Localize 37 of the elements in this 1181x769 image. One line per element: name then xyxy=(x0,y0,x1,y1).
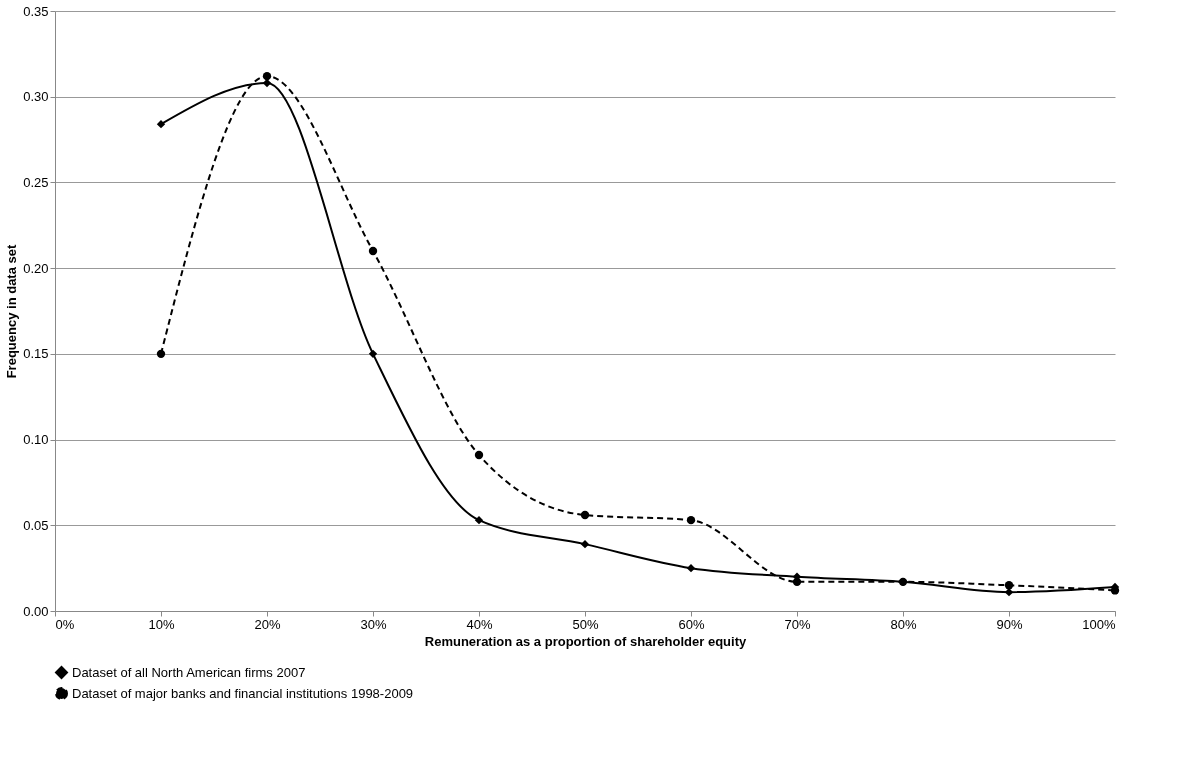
y-tick-label: 0.00 xyxy=(23,603,49,619)
legend-label: Dataset of all North American firms 2007 xyxy=(72,664,306,680)
x-tick-label: 20% xyxy=(254,616,281,632)
y-tick-label: 0.10 xyxy=(23,432,49,448)
x-tick-label: 60% xyxy=(678,616,705,632)
point xyxy=(1004,581,1014,590)
point xyxy=(792,577,802,587)
y-tick-label: 0.25 xyxy=(23,174,49,190)
y-tick-label: 0.30 xyxy=(23,89,49,105)
point xyxy=(368,349,378,359)
legend-label: Dataset of major banks and financial institutions 1998-2009 xyxy=(72,685,414,701)
x-tick-label: 10% xyxy=(148,616,175,632)
x-tick-label: 90% xyxy=(996,616,1023,632)
point xyxy=(1110,586,1120,595)
y-tick-label: 0.15 xyxy=(23,346,49,362)
point xyxy=(474,515,484,525)
y-axis-title: Frequency in data set xyxy=(4,244,20,379)
point xyxy=(262,71,272,81)
x-tick-label: 40% xyxy=(466,616,493,632)
x-tick-label: 0% xyxy=(55,616,75,632)
point xyxy=(686,563,696,573)
point xyxy=(156,349,166,359)
point xyxy=(474,450,484,460)
point xyxy=(580,510,590,520)
y-tick-label: 0.05 xyxy=(23,517,49,533)
x-tick-label: 50% xyxy=(572,616,599,632)
y-tick-label: 0.20 xyxy=(23,260,49,276)
x-tick-label: 70% xyxy=(784,616,811,632)
point xyxy=(156,119,166,129)
y-tick-label: 0.35 xyxy=(23,3,49,19)
x-axis-title: Remuneration as a proportion of shareholder equity xyxy=(424,633,747,649)
point xyxy=(580,539,590,549)
x-tick-label: 80% xyxy=(890,616,917,632)
x-tick-label: 100% xyxy=(1082,616,1116,632)
point xyxy=(368,246,378,256)
x-tick-label: 30% xyxy=(360,616,387,632)
point xyxy=(686,515,696,525)
